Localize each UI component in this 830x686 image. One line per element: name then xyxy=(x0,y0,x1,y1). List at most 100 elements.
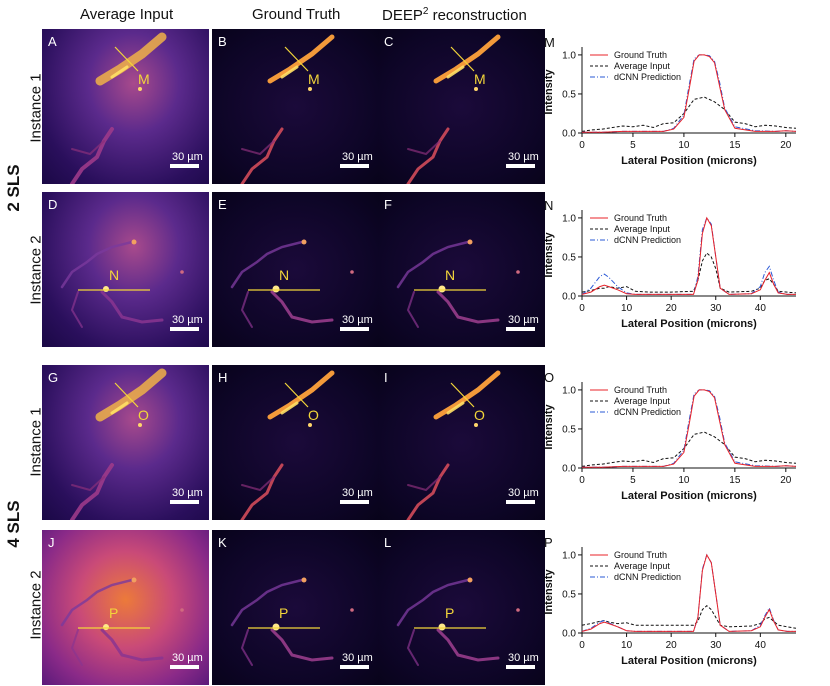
y-tick-label: 1.0 xyxy=(562,385,576,396)
x-tick-label: 10 xyxy=(678,140,690,151)
x-tick-label: 20 xyxy=(780,475,792,486)
series-line xyxy=(581,252,797,294)
y-tick-label: 0.5 xyxy=(562,252,576,263)
dendrite xyxy=(267,370,335,420)
scale-bar xyxy=(170,164,199,168)
neuron-image xyxy=(240,34,335,184)
x-axis-label: Lateral Position (microns) xyxy=(621,655,757,667)
series-line xyxy=(581,431,797,467)
x-tick-label: 0 xyxy=(579,303,585,314)
dendrite-highlight xyxy=(110,65,129,79)
panel-letter: B xyxy=(218,34,227,49)
x-tick-label: 20 xyxy=(666,640,678,651)
neuron-image xyxy=(406,34,501,184)
profile-marker-label: M xyxy=(308,71,320,87)
dendrite-branch xyxy=(407,476,441,492)
dendrite xyxy=(396,240,470,289)
spine-spot xyxy=(180,270,184,274)
dendrite-branch xyxy=(241,140,275,156)
soma-spot xyxy=(272,285,280,293)
y-tick-label: 0.0 xyxy=(562,292,576,303)
dendrite-branch xyxy=(407,140,441,156)
neuron-image xyxy=(240,370,335,520)
dendrite xyxy=(433,370,501,420)
dendrite-branch xyxy=(406,127,450,184)
panel-letter: K xyxy=(218,535,227,550)
profile-marker-label: N xyxy=(445,267,456,283)
series-line xyxy=(582,389,797,468)
legend-entry: Ground Truth xyxy=(614,550,667,560)
dendrite-branch xyxy=(70,127,114,184)
y-tick-label: 1.0 xyxy=(562,550,576,561)
spine-spot xyxy=(131,239,137,245)
scale-bar-label: 30 µm xyxy=(508,314,539,326)
x-tick-label: 0 xyxy=(579,475,585,486)
y-axis-label: Intensity xyxy=(543,69,555,115)
profile-marker-label: O xyxy=(138,407,149,423)
dendrite-branch xyxy=(240,127,284,184)
y-tick-label: 0.0 xyxy=(562,629,576,640)
dendrite-branch xyxy=(71,476,105,492)
x-tick-label: 30 xyxy=(710,640,722,651)
microscopy-panel-j: J P 30 µm xyxy=(42,530,209,685)
chart-letter: M xyxy=(544,35,555,50)
y-tick-label: 0.0 xyxy=(562,464,576,475)
neuron-image xyxy=(70,368,167,520)
dendrite xyxy=(396,578,470,627)
dendrite-branch xyxy=(70,463,114,520)
profile-marker-label: P xyxy=(109,605,119,621)
soma-spot xyxy=(272,623,280,631)
spine-spot xyxy=(138,423,142,427)
legend-entry: Average Input xyxy=(614,561,670,571)
dendrite xyxy=(60,240,134,289)
profile-line xyxy=(284,382,309,408)
soma-spot xyxy=(438,285,446,293)
x-tick-label: 0 xyxy=(579,640,585,651)
x-tick-label: 5 xyxy=(630,475,636,486)
x-tick-label: 0 xyxy=(579,140,585,151)
series-line xyxy=(581,96,797,132)
scale-bar-label: 30 µm xyxy=(172,652,203,664)
microscopy-panel-g: G O 30 µm xyxy=(42,365,209,520)
scale-bar xyxy=(340,164,369,168)
column-header-ground-truth: Ground Truth xyxy=(252,6,341,23)
x-tick-label: 10 xyxy=(678,475,690,486)
y-tick-label: 0.0 xyxy=(562,129,576,140)
spine-spot xyxy=(467,577,473,583)
y-tick-label: 0.5 xyxy=(562,89,576,100)
microscopy-panel-i: I O 30 µm xyxy=(378,365,545,520)
x-tick-label: 30 xyxy=(710,303,722,314)
neuron-image xyxy=(230,239,354,328)
legend-entry: dCNN Prediction xyxy=(614,572,681,582)
legend-entry: dCNN Prediction xyxy=(614,235,681,245)
scale-bar-label: 30 µm xyxy=(172,151,203,163)
dendrite xyxy=(267,34,335,84)
dendrite xyxy=(270,290,334,324)
scale-bar xyxy=(506,665,535,669)
dendrite-highlight xyxy=(280,65,299,79)
spine-spot xyxy=(180,608,184,612)
scale-bar xyxy=(340,500,369,504)
scale-bar-label: 30 µm xyxy=(172,314,203,326)
profile-chart-p: P 0 10 20 30 40 0.0 0.5 1.0 Lateral Position (mic… xyxy=(540,533,830,685)
x-tick-label: 20 xyxy=(666,303,678,314)
dendrite xyxy=(230,240,304,289)
scale-bar-label: 30 µm xyxy=(342,487,373,499)
dendrite-branch xyxy=(240,463,284,520)
x-tick-label: 15 xyxy=(729,475,741,486)
y-tick-label: 0.5 xyxy=(562,424,576,435)
series-line xyxy=(582,54,797,133)
x-tick-label: 10 xyxy=(621,640,633,651)
chart-letter: O xyxy=(544,370,554,385)
series-line xyxy=(581,605,797,629)
x-axis-label: Lateral Position (microns) xyxy=(621,155,757,167)
spine-spot xyxy=(350,270,354,274)
deep-superscript: 2 xyxy=(422,6,429,17)
legend-entry: dCNN Prediction xyxy=(614,407,681,417)
panel-letter: C xyxy=(384,34,394,49)
profile-marker-label: P xyxy=(445,605,455,621)
profile-marker-label: N xyxy=(279,267,290,283)
series-line xyxy=(581,216,796,295)
x-tick-label: 5 xyxy=(630,140,636,151)
profile-chart-svg: N 0 10 20 30 40 0.0 0.5 1.0 Lateral Position (mic… xyxy=(543,198,797,330)
